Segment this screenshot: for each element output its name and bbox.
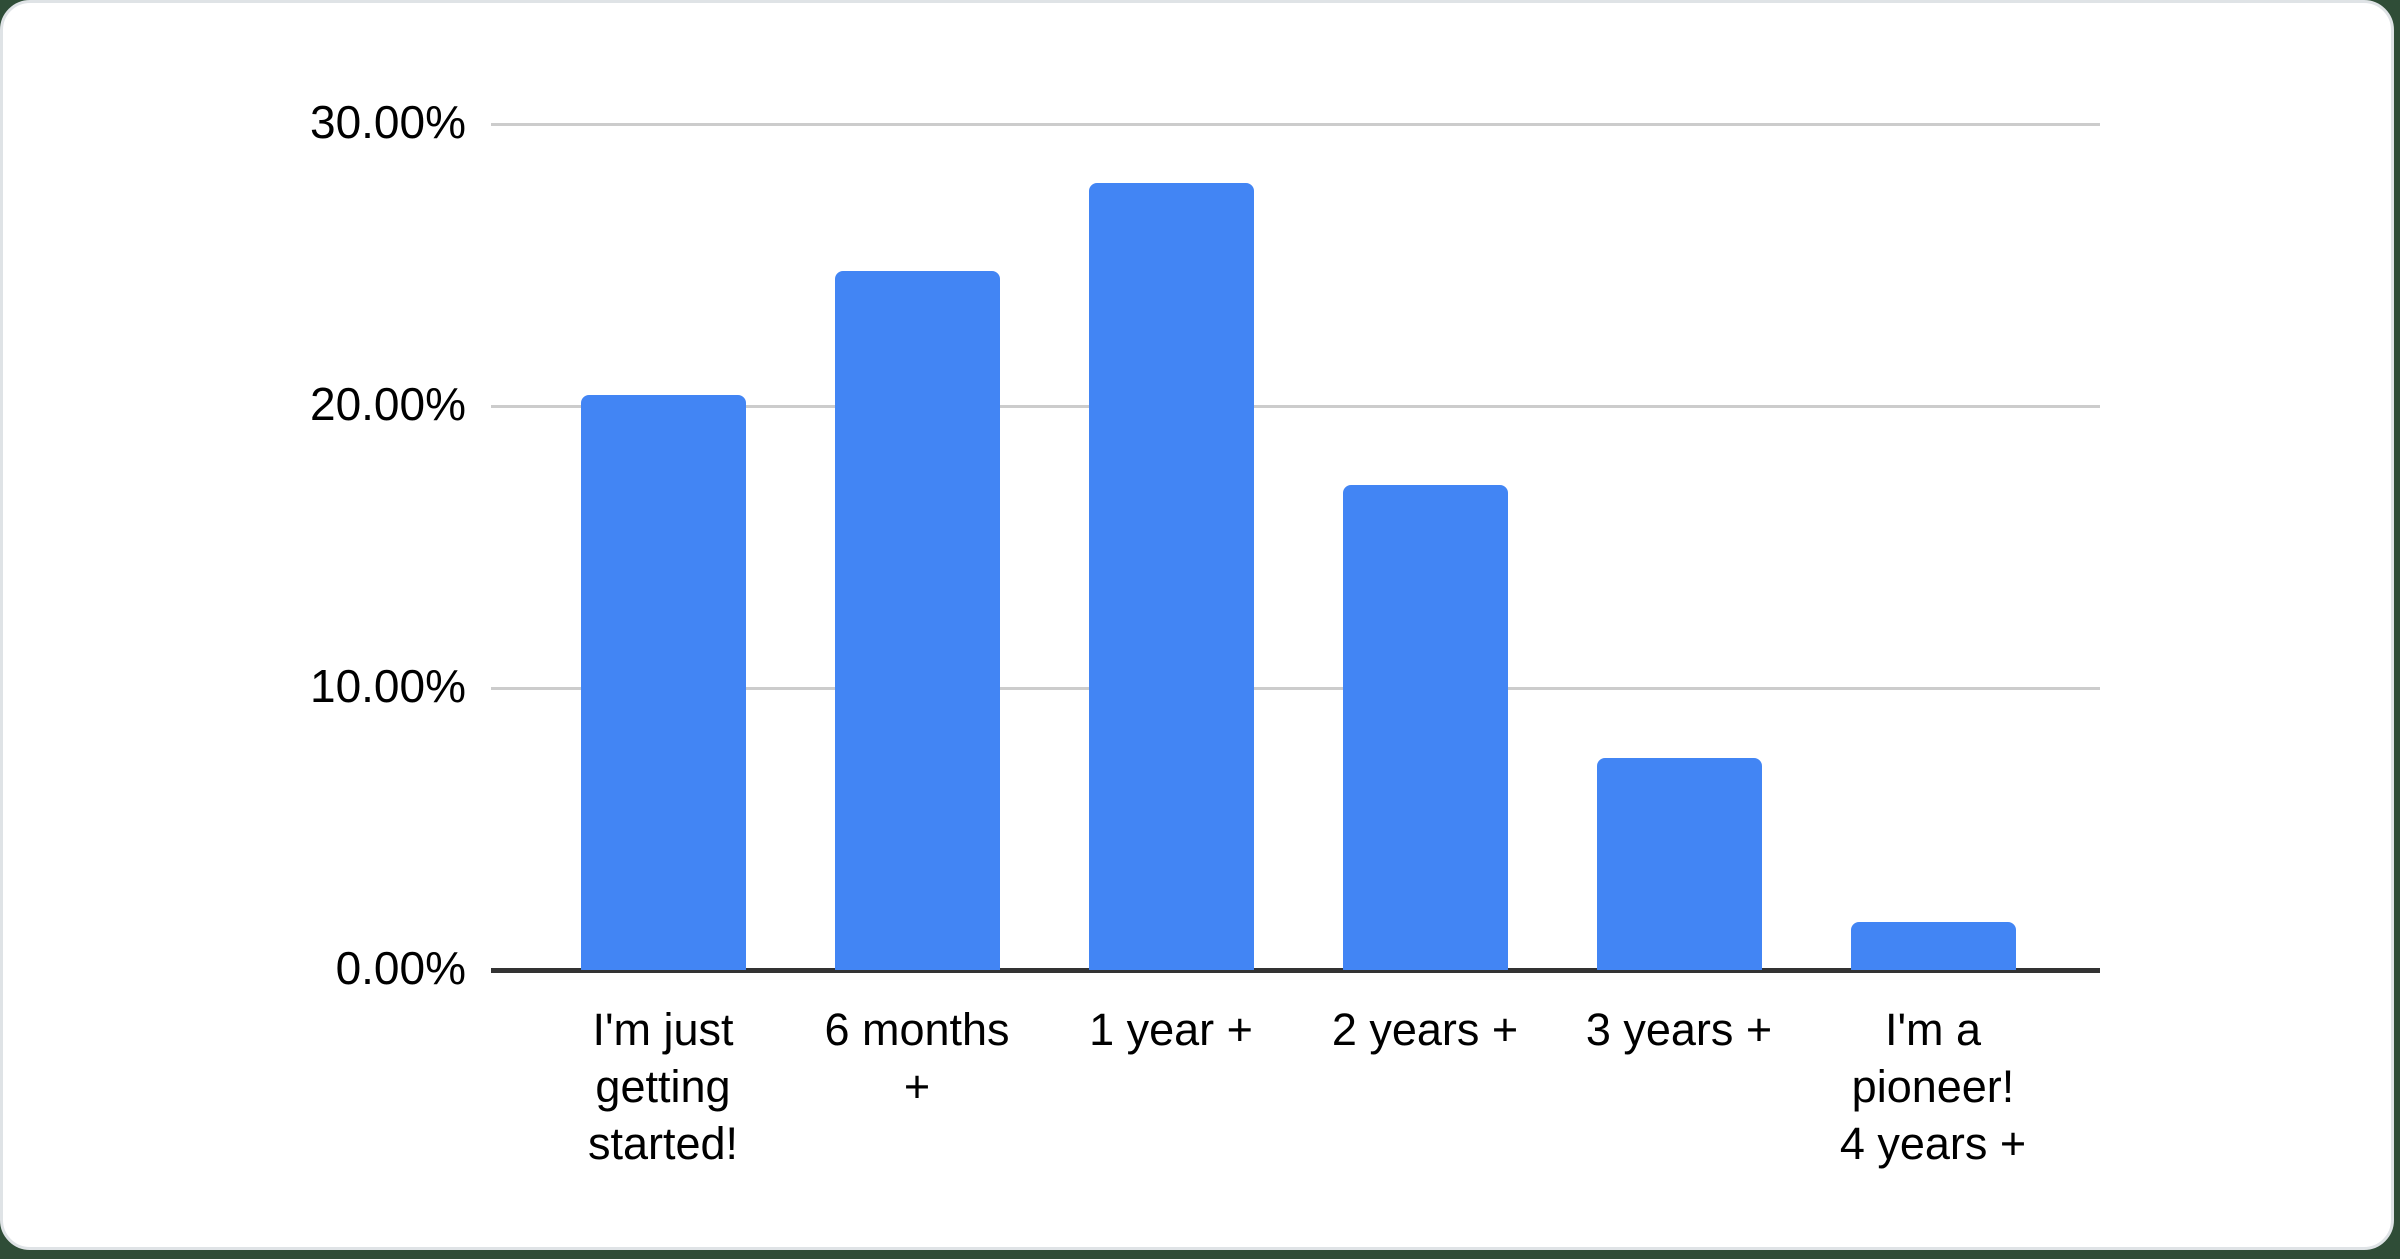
- x-axis-tick-label: 2 years +: [1331, 1004, 1519, 1055]
- bar-6[interactable]: [1850, 922, 2016, 970]
- x-axis-tick-label: 3 years +: [1585, 1004, 1773, 1055]
- x-axis-tick-label: 1 year +: [1089, 1004, 1253, 1055]
- bar-2[interactable]: [834, 271, 1000, 970]
- gridline-20pct: [491, 404, 2100, 408]
- x-axis-line: [491, 967, 2100, 973]
- bar-3[interactable]: [1088, 183, 1254, 970]
- x-axis-tick-label: I'm a pioneer! 4 years +: [1839, 1004, 2027, 1169]
- y-axis-tick-label: 10.00%: [309, 659, 466, 712]
- x-axis-tick-label: I'm just getting started!: [587, 1004, 739, 1169]
- bar-4[interactable]: [1342, 485, 1508, 970]
- x-axis-tick-label: 6 months +: [824, 1004, 1010, 1112]
- bar-chart-plot-area: 0.00% 10.00% 20.00% 30.00% I'm just getting …: [3, 3, 2400, 1259]
- bar-5[interactable]: [1596, 758, 1762, 970]
- y-axis-tick-label: 0.00%: [335, 941, 466, 994]
- y-axis-tick-label: 30.00%: [309, 95, 466, 148]
- gridline-10pct: [491, 686, 2100, 690]
- gridline-30pct: [491, 122, 2100, 126]
- y-axis-tick-label: 20.00%: [309, 377, 466, 430]
- bar-1[interactable]: [580, 395, 746, 970]
